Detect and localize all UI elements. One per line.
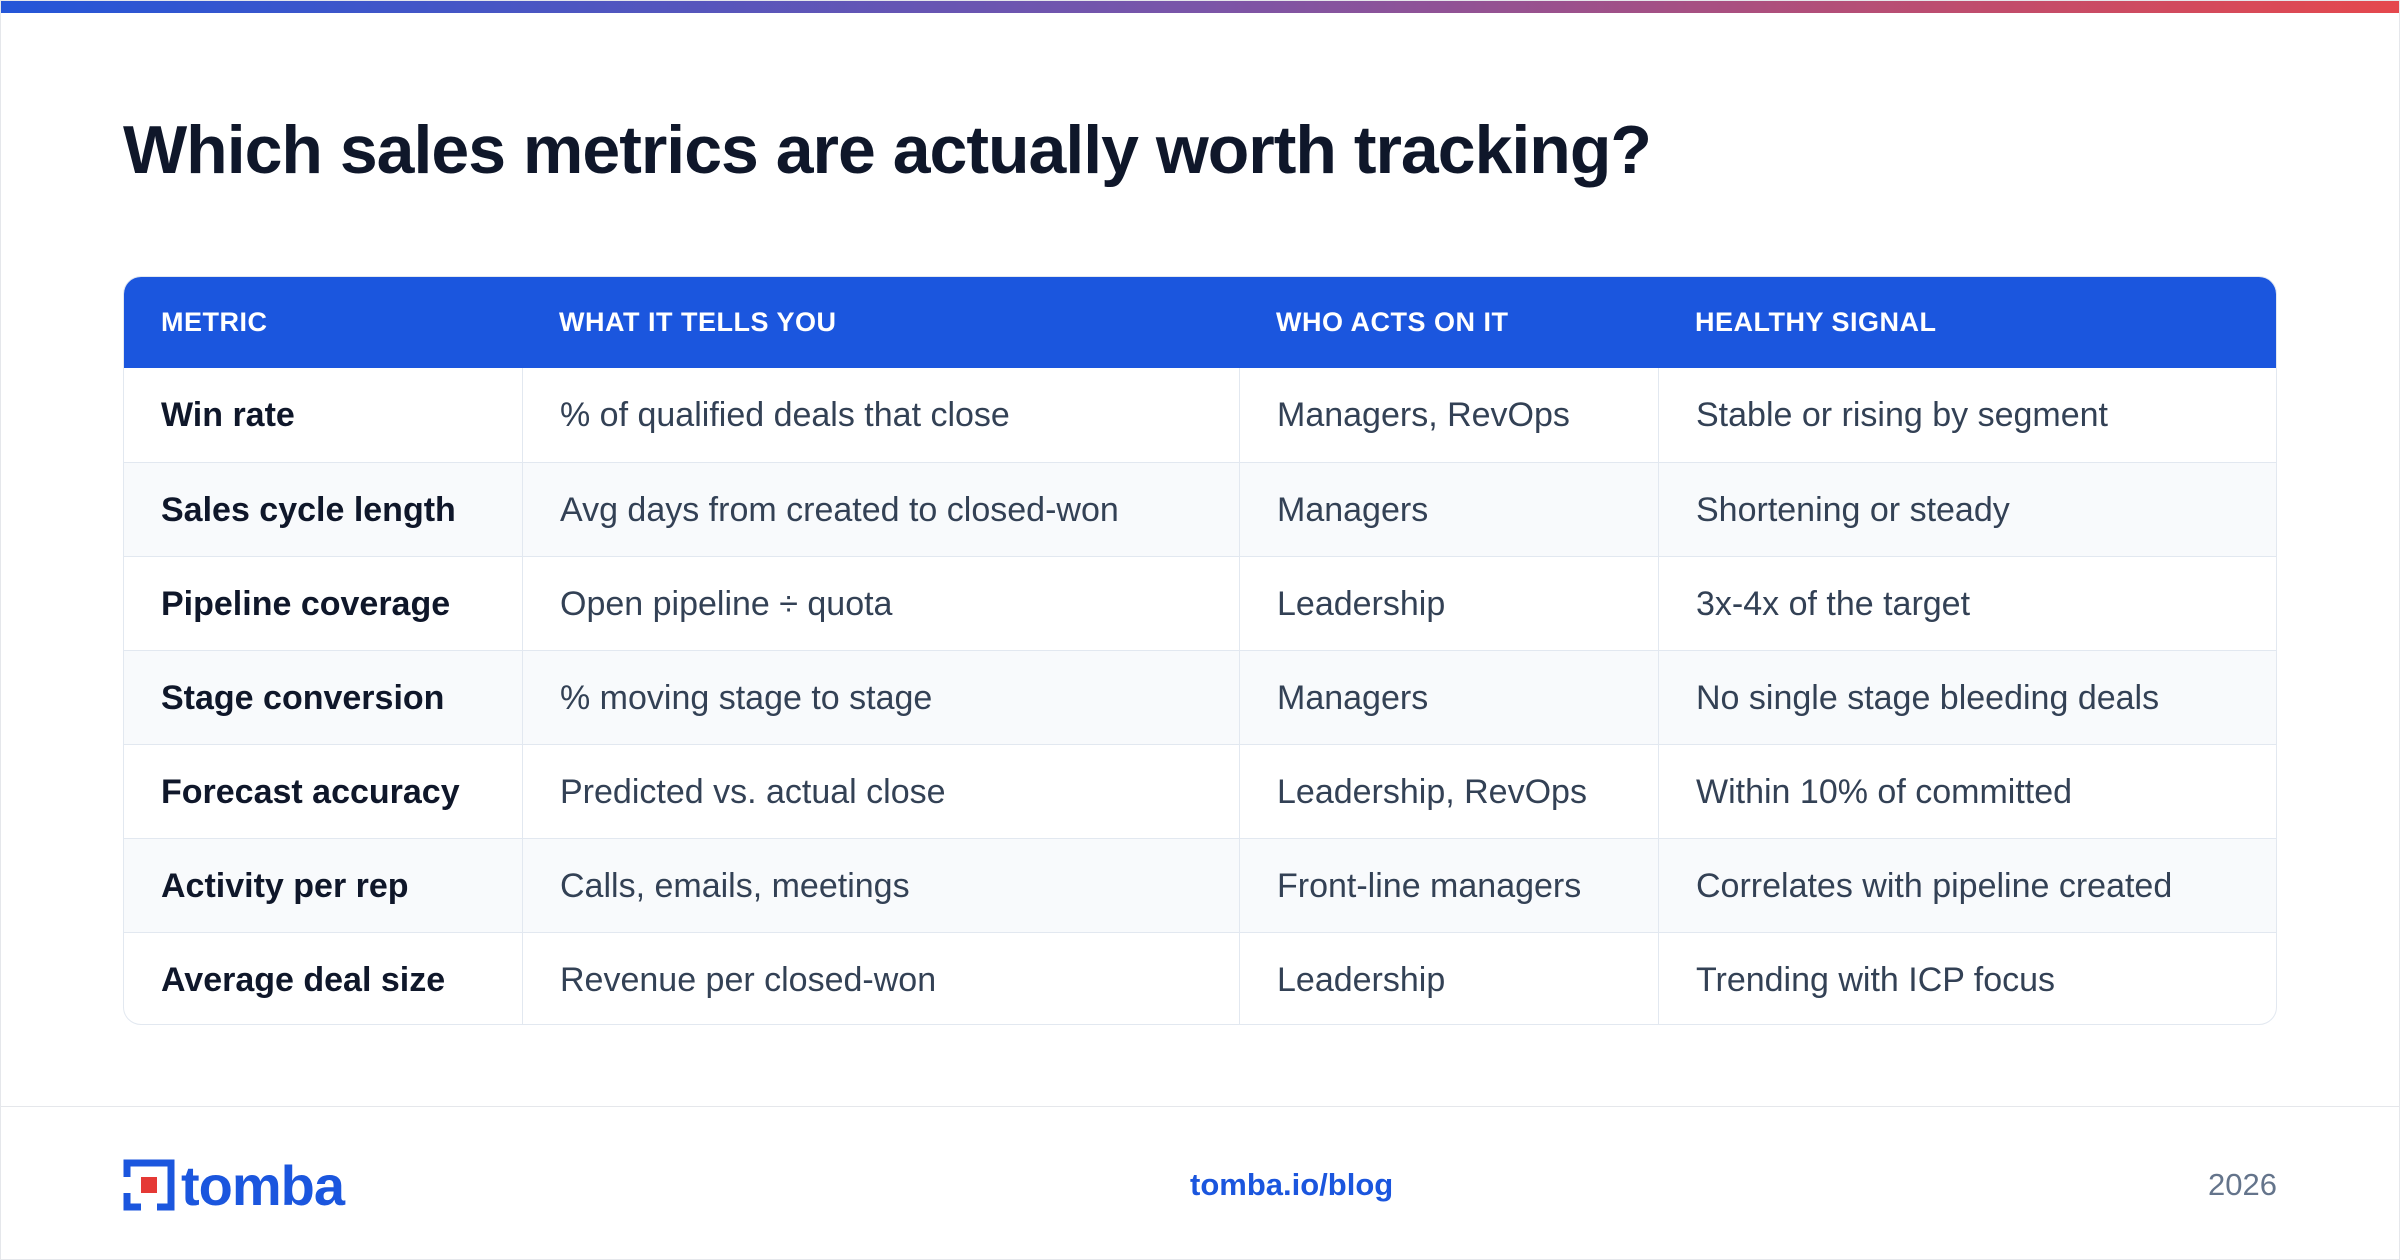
table-row: Stage conversion % moving stage to stage M… — [124, 650, 2276, 745]
table-cell: Open pipeline ÷ quota — [522, 557, 1239, 651]
table-cell: Trending with ICP focus — [1658, 933, 2276, 1024]
header-cell: WHAT IT TELLS YOU — [559, 307, 837, 337]
footer-divider — [1, 1106, 2399, 1107]
table-cell: % moving stage to stage — [522, 651, 1239, 745]
table-cell: % of qualified deals that close — [522, 368, 1239, 462]
footer-url[interactable]: tomba.io/blog — [1190, 1167, 1394, 1202]
logo-icon — [123, 1159, 175, 1211]
table-cell: Average deal size — [161, 960, 446, 999]
table-cell: Stage conversion — [161, 678, 445, 717]
title: Which sales metrics are actually worth t… — [123, 112, 1652, 188]
logo-text: tomba — [181, 1153, 345, 1217]
table-cell: Activity per rep — [161, 866, 409, 905]
table-cell: Managers — [1239, 463, 1658, 557]
header-cell: HEALTHY SIGNAL — [1695, 307, 1937, 337]
table-cell: Leadership — [1239, 557, 1658, 651]
table-cell: Leadership, RevOps — [1239, 745, 1658, 839]
table-cell: Win rate — [161, 395, 295, 434]
table-row: Sales cycle length Avg days from created … — [124, 462, 2276, 557]
table-cell: Predicted vs. actual close — [522, 745, 1239, 839]
header-cell: WHO ACTS ON IT — [1276, 307, 1509, 337]
table-cell: Revenue per closed-won — [522, 933, 1239, 1024]
table-cell: Forecast accuracy — [161, 772, 460, 811]
table-cell: Sales cycle length — [161, 490, 456, 529]
table-cell: Managers — [1239, 651, 1658, 745]
table-row: Forecast accuracy Predicted vs. actual cl… — [124, 744, 2276, 839]
table-cell: Correlates with pipeline created — [1658, 839, 2276, 933]
table-cell: Stable or rising by segment — [1658, 368, 2276, 462]
table-header: METRIC WHAT IT TELLS YOU WHO ACTS ON IT HEA… — [124, 277, 2276, 368]
table-cell: No single stage bleeding deals — [1658, 651, 2276, 745]
metrics-table: METRIC WHAT IT TELLS YOU WHO ACTS ON IT HEA… — [123, 276, 2277, 1025]
table-row: Win rate % of qualified deals that close M… — [124, 368, 2276, 462]
table-cell: Within 10% of committed — [1658, 745, 2276, 839]
table-row: Pipeline coverage Open pipeline ÷ quota Le… — [124, 556, 2276, 651]
table-cell: Avg days from created to closed-won — [522, 463, 1239, 557]
table-cell: Leadership — [1239, 933, 1658, 1024]
table-cell: 3x-4x of the target — [1658, 557, 2276, 651]
table-row: Average deal size Revenue per closed-won L… — [124, 932, 2276, 1024]
header-cell: METRIC — [161, 307, 268, 337]
table-cell: Front-line managers — [1239, 839, 1658, 933]
table-cell: Pipeline coverage — [161, 584, 451, 623]
table-row: Activity per rep Calls, emails, meetings F… — [124, 838, 2276, 933]
logo: tomba — [123, 1154, 345, 1217]
table-cell: Calls, emails, meetings — [522, 839, 1239, 933]
table-cell: Shortening or steady — [1658, 463, 2276, 557]
top-gradient-bar — [1, 1, 2399, 13]
footer-year: 2026 — [2208, 1167, 2277, 1202]
table-cell: Managers, RevOps — [1239, 368, 1658, 462]
